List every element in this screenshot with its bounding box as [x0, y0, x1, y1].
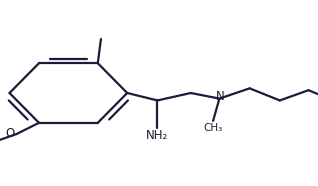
Text: CH₃: CH₃	[204, 123, 223, 133]
Text: N: N	[216, 90, 225, 103]
Text: O: O	[6, 126, 15, 140]
Text: NH₂: NH₂	[146, 129, 169, 142]
